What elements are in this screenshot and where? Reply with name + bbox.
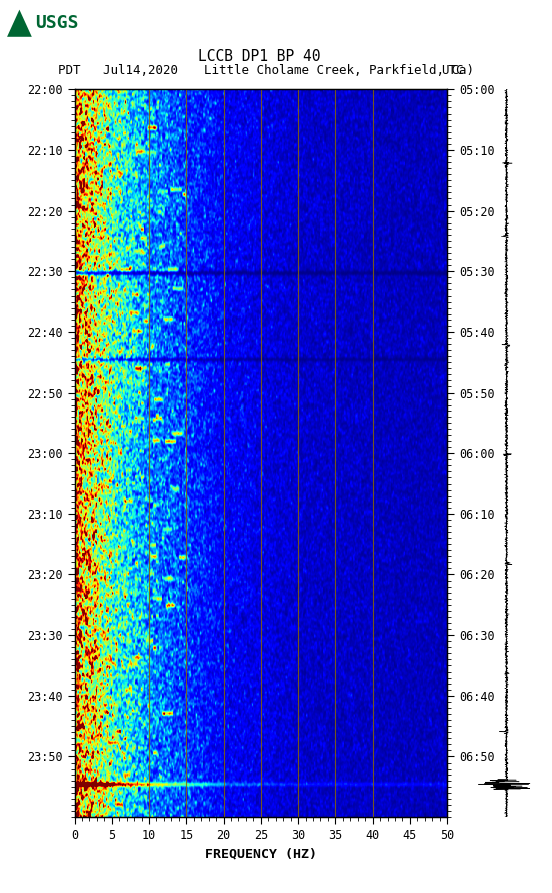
Text: USGS: USGS: [35, 14, 78, 32]
Text: UTC: UTC: [442, 64, 464, 77]
Text: Little Cholame Creek, Parkfield, Ca): Little Cholame Creek, Parkfield, Ca): [204, 64, 474, 77]
Text: LCCB DP1 BP 40: LCCB DP1 BP 40: [198, 49, 321, 63]
X-axis label: FREQUENCY (HZ): FREQUENCY (HZ): [205, 847, 317, 861]
Polygon shape: [7, 10, 32, 37]
Text: PDT   Jul14,2020: PDT Jul14,2020: [58, 64, 178, 77]
